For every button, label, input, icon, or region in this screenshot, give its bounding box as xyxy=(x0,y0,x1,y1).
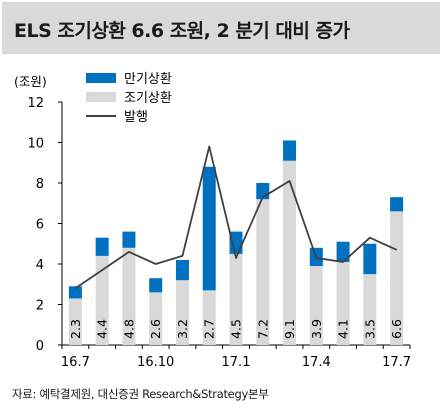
bar-maturity-redemption xyxy=(336,241,350,262)
data-label: 4.1 xyxy=(336,319,351,339)
bar-early-redemption xyxy=(149,292,163,345)
bar-maturity-redemption xyxy=(175,259,189,281)
bar-maturity-redemption xyxy=(95,237,109,256)
chart: 0 2 4 6 8 10 12 (조원) 16.7 16.10 17.1 17.4 17.7 2.3 4.… xyxy=(14,72,411,370)
source-note: 자료: 예탁결제원, 대신증권 Research&Strategy본부 xyxy=(12,387,269,401)
data-label: 6.6 xyxy=(389,319,404,339)
bar-early-redemption xyxy=(336,261,350,345)
bar-maturity-redemption xyxy=(202,166,216,291)
x-tick-label: 17.4 xyxy=(302,355,331,370)
bar-early-redemption xyxy=(390,211,404,345)
bar-early-redemption xyxy=(363,274,377,345)
data-labels: 2.3 4.4 4.8 2.6 3.2 2.7 4.5 7.2 9.1 3.9 4.1 3.5 6.6 xyxy=(68,319,404,339)
bar-early-redemption xyxy=(68,298,82,345)
x-tick-label: 17.7 xyxy=(382,355,411,370)
data-label: 2.3 xyxy=(68,319,83,339)
data-label: 9.1 xyxy=(282,319,297,339)
issuance-line xyxy=(74,145,397,290)
bar-maturity-redemption xyxy=(68,286,82,299)
bar-maturity-redemption xyxy=(149,278,163,293)
data-label: 2.6 xyxy=(148,319,163,339)
bar-early-redemption xyxy=(95,255,109,345)
issuance-line-path xyxy=(74,145,397,290)
bar-maturity-redemption xyxy=(390,197,404,212)
y-tick-label: 6 xyxy=(36,218,44,233)
y-tick-label: 4 xyxy=(36,258,44,273)
x-tick-label: 16.10 xyxy=(137,355,174,370)
bars xyxy=(68,140,404,345)
legend-label: 만기상환 xyxy=(124,72,172,87)
legend-swatch xyxy=(86,73,116,83)
bar-early-redemption xyxy=(229,253,243,345)
legend-swatch xyxy=(86,92,116,102)
y-unit-label: (조원) xyxy=(14,74,47,89)
data-label: 4.5 xyxy=(229,319,244,339)
y-tick-label: 12 xyxy=(27,96,44,111)
bar-early-redemption xyxy=(283,160,297,345)
y-tick-label: 10 xyxy=(27,137,44,152)
y-tick-label: 8 xyxy=(36,177,44,192)
bar-early-redemption xyxy=(202,290,216,345)
bar-maturity-redemption xyxy=(363,243,377,275)
title-bar: ELS 조기상환 6.6 조원, 2 분기 대비 증가 xyxy=(2,2,440,54)
bar-early-redemption xyxy=(309,266,323,345)
legend-label: 발행 xyxy=(124,109,148,125)
data-label: 3.9 xyxy=(309,319,324,339)
legend-label: 조기상환 xyxy=(124,91,172,106)
data-label: 7.2 xyxy=(255,319,270,339)
bar-early-redemption xyxy=(175,280,189,345)
x-tick-label: 17.1 xyxy=(222,355,251,370)
axes: 0 2 4 6 8 10 12 (조원) 16.7 16.10 17.1 17.4 17.7 xyxy=(14,74,411,370)
y-tick-label: 2 xyxy=(36,299,44,314)
bar-maturity-redemption xyxy=(122,231,136,248)
bar-early-redemption xyxy=(122,247,136,345)
y-tick-label: 0 xyxy=(36,339,44,354)
data-label: 3.2 xyxy=(175,319,190,339)
x-tick-label: 16.7 xyxy=(61,355,90,370)
data-label: 4.8 xyxy=(121,319,136,339)
bar-maturity-redemption xyxy=(229,231,243,254)
data-label: 3.5 xyxy=(362,319,377,339)
bar-early-redemption xyxy=(256,199,270,345)
chart-title: ELS 조기상환 6.6 조원, 2 분기 대비 증가 xyxy=(14,20,350,42)
data-label: 4.4 xyxy=(95,319,110,339)
bar-maturity-redemption xyxy=(283,140,297,161)
data-label: 2.7 xyxy=(202,319,217,339)
